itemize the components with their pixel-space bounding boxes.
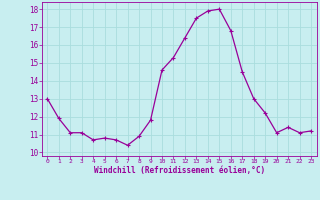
X-axis label: Windchill (Refroidissement éolien,°C): Windchill (Refroidissement éolien,°C) (94, 166, 265, 175)
